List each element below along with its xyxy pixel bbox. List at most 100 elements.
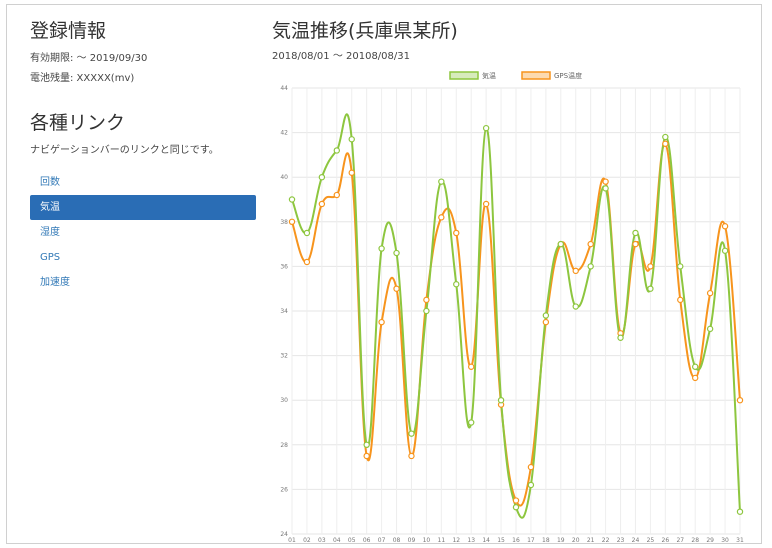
data-point xyxy=(303,258,311,266)
data-point xyxy=(542,318,550,326)
data-point xyxy=(288,196,296,203)
chart-legend: 気温 GPS温度 xyxy=(449,71,582,80)
data-point xyxy=(482,200,490,208)
data-point xyxy=(692,363,699,370)
data-point xyxy=(453,229,460,237)
validity-text: 有効期限: ～ 2019/09/30 xyxy=(30,53,148,64)
main-content: 気温推移(兵庫県某所) 2018/08/01 ～ 20108/08/31 24 2… xyxy=(272,16,750,544)
data-point xyxy=(453,281,460,288)
data-point xyxy=(706,289,714,297)
nav-item-count[interactable]: 回数 xyxy=(40,177,60,188)
y-tick-label: 34 xyxy=(280,308,288,315)
y-tick-label: 40 xyxy=(280,174,288,181)
x-tick-label: 11 xyxy=(438,537,446,544)
data-point xyxy=(662,133,669,141)
data-point xyxy=(721,247,729,254)
x-tick-label: 09 xyxy=(408,537,416,544)
y-tick-label: 32 xyxy=(280,353,288,360)
x-tick-label: 12 xyxy=(452,537,460,544)
data-point xyxy=(602,185,609,192)
nav-item-temperature[interactable]: 気温 xyxy=(30,195,256,220)
data-point xyxy=(378,318,385,326)
x-tick-label: 10 xyxy=(423,537,431,544)
y-tick-label: 36 xyxy=(280,263,288,270)
data-point xyxy=(438,214,445,221)
data-point xyxy=(632,240,639,248)
nav-item-gps[interactable]: GPS xyxy=(40,252,61,263)
data-point xyxy=(572,303,579,310)
x-tick-label: 20 xyxy=(572,537,580,544)
x-tick-label: 31 xyxy=(736,537,744,544)
x-tick-label: 15 xyxy=(497,537,505,544)
data-point xyxy=(318,173,326,181)
links-description: ナビゲーションバーのリンクと同じです。 xyxy=(30,145,219,156)
x-tick-label: 06 xyxy=(363,537,371,544)
data-point xyxy=(617,334,624,341)
data-point xyxy=(288,218,296,225)
temperature-chart: 24 26 28 30 32 34 36 38 40 42 44 01 02 03 04 05 06 07 08 09… xyxy=(280,71,744,544)
x-tick-label: 14 xyxy=(482,537,490,544)
nav-item-acceleration[interactable]: 加速度 xyxy=(40,277,70,288)
x-tick-label: 03 xyxy=(318,537,326,544)
nav-item-humidity[interactable]: 湿度 xyxy=(40,227,60,238)
data-point xyxy=(527,463,535,471)
x-tick-label: 01 xyxy=(288,537,296,544)
data-point xyxy=(736,508,744,515)
data-point xyxy=(363,441,370,448)
x-tick-label: 02 xyxy=(303,537,311,544)
x-tick-label: 18 xyxy=(542,537,550,544)
data-point xyxy=(393,249,400,257)
data-point xyxy=(482,124,490,132)
data-point xyxy=(736,397,744,404)
data-point xyxy=(393,285,400,292)
data-point xyxy=(677,296,684,304)
data-point xyxy=(647,285,654,292)
data-point xyxy=(706,325,714,333)
sidebar: 登録情報 有効期限: ～ 2019/09/30 電池残量: XXXXX(mv) … xyxy=(30,16,256,295)
date-range: 2018/08/01 ～ 20108/08/31 xyxy=(272,51,410,62)
data-point xyxy=(408,452,415,460)
data-point xyxy=(527,481,535,489)
chart-title: 気温推移(兵庫県某所) xyxy=(272,20,458,42)
x-tick-label: 25 xyxy=(647,537,655,544)
data-point xyxy=(647,263,654,270)
registration-title: 登録情報 xyxy=(30,20,107,42)
data-point xyxy=(512,504,520,511)
data-point xyxy=(557,240,564,248)
x-tick-label: 19 xyxy=(557,537,565,544)
data-point xyxy=(333,147,341,154)
x-tick-label: 23 xyxy=(617,537,625,544)
data-point xyxy=(467,363,475,370)
page-frame xyxy=(6,4,762,544)
chart-grid: 24 26 28 30 32 34 36 38 40 42 44 01 02 03 04 05 06 07 08 09… xyxy=(280,85,744,544)
data-point xyxy=(587,263,594,270)
data-point xyxy=(692,374,699,382)
data-point xyxy=(408,430,415,437)
x-tick-label: 30 xyxy=(721,537,729,544)
x-tick-label: 04 xyxy=(333,537,341,544)
x-tick-label: 29 xyxy=(706,537,714,544)
data-point xyxy=(632,229,639,237)
data-point xyxy=(677,263,684,270)
x-tick-label: 21 xyxy=(587,537,595,544)
data-point xyxy=(363,452,370,460)
data-point xyxy=(438,178,445,185)
data-point xyxy=(378,245,385,252)
data-point xyxy=(587,240,594,248)
y-tick-label: 24 xyxy=(280,531,288,538)
data-point xyxy=(721,223,729,230)
x-tick-label: 27 xyxy=(676,537,684,544)
legend-swatch xyxy=(521,71,551,80)
x-tick-label: 13 xyxy=(467,537,475,544)
data-point xyxy=(348,136,355,143)
data-point xyxy=(662,140,669,147)
y-tick-label: 30 xyxy=(280,397,288,404)
legend-label: GPS温度 xyxy=(554,71,582,80)
battery-text: 電池残量: XXXXX(mv) xyxy=(30,73,135,84)
data-point xyxy=(602,178,609,185)
data-point xyxy=(318,200,326,208)
data-point xyxy=(423,307,430,315)
y-tick-label: 38 xyxy=(280,219,288,226)
x-tick-label: 07 xyxy=(378,537,386,544)
data-point xyxy=(467,419,475,426)
